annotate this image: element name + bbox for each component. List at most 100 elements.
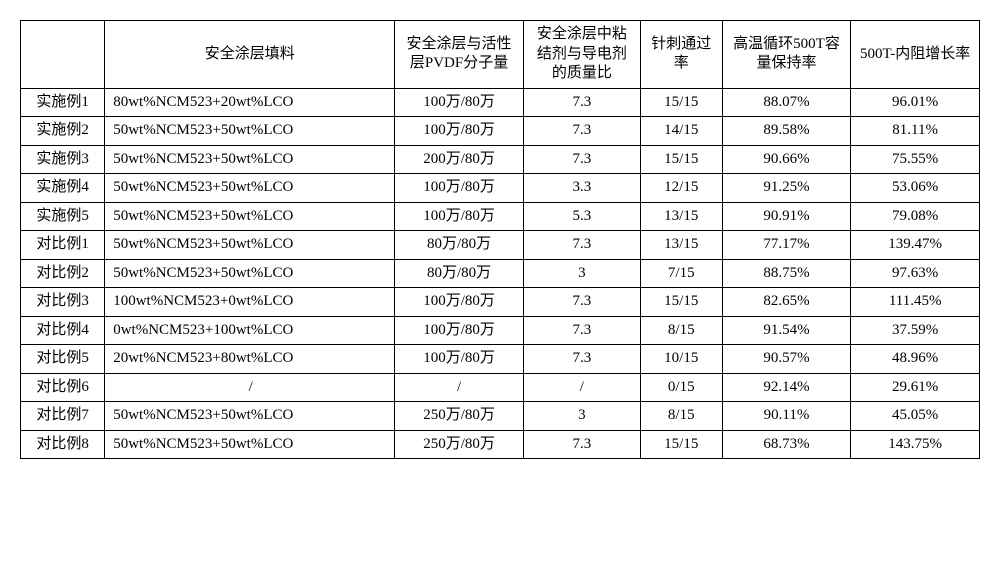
cell-filler: 50wt%NCM523+50wt%LCO	[105, 430, 395, 459]
cell-ir: 79.08%	[851, 202, 980, 231]
header-row: 安全涂层填料 安全涂层与活性层PVDF分子量 安全涂层中粘结剂与导电剂的质量比 …	[21, 21, 980, 89]
cell-cap: 82.65%	[722, 288, 851, 317]
cell-pvdf: 100万/80万	[395, 174, 524, 203]
cell-ratio: 7.3	[523, 88, 640, 117]
cell-label: 实施例4	[21, 174, 105, 203]
cell-filler: 50wt%NCM523+50wt%LCO	[105, 259, 395, 288]
cell-cap: 90.91%	[722, 202, 851, 231]
cell-ir: 143.75%	[851, 430, 980, 459]
table-row: 实施例180wt%NCM523+20wt%LCO100万/80万7.315/15…	[21, 88, 980, 117]
cell-filler: 80wt%NCM523+20wt%LCO	[105, 88, 395, 117]
cell-label: 对比例7	[21, 402, 105, 431]
cell-cap: 88.75%	[722, 259, 851, 288]
table-row: 对比例850wt%NCM523+50wt%LCO250万/80万7.315/15…	[21, 430, 980, 459]
cell-nail: 10/15	[640, 345, 722, 374]
cell-filler: /	[105, 373, 395, 402]
cell-nail: 8/15	[640, 316, 722, 345]
header-pvdf: 安全涂层与活性层PVDF分子量	[395, 21, 524, 89]
cell-filler: 50wt%NCM523+50wt%LCO	[105, 231, 395, 260]
header-cap: 高温循环500T容量保持率	[722, 21, 851, 89]
cell-filler: 50wt%NCM523+50wt%LCO	[105, 145, 395, 174]
cell-filler: 50wt%NCM523+50wt%LCO	[105, 402, 395, 431]
table-row: 对比例6///0/1592.14%29.61%	[21, 373, 980, 402]
header-filler: 安全涂层填料	[105, 21, 395, 89]
table-row: 对比例3100wt%NCM523+0wt%LCO100万/80万7.315/15…	[21, 288, 980, 317]
cell-ir: 45.05%	[851, 402, 980, 431]
cell-ir: 81.11%	[851, 117, 980, 146]
cell-filler: 0wt%NCM523+100wt%LCO	[105, 316, 395, 345]
cell-nail: 0/15	[640, 373, 722, 402]
cell-pvdf: 100万/80万	[395, 345, 524, 374]
cell-nail: 13/15	[640, 202, 722, 231]
cell-pvdf: 100万/80万	[395, 316, 524, 345]
table-row: 实施例550wt%NCM523+50wt%LCO100万/80万5.313/15…	[21, 202, 980, 231]
cell-cap: 90.57%	[722, 345, 851, 374]
cell-nail: 15/15	[640, 145, 722, 174]
cell-label: 实施例3	[21, 145, 105, 174]
cell-nail: 13/15	[640, 231, 722, 260]
table-body: 实施例180wt%NCM523+20wt%LCO100万/80万7.315/15…	[21, 88, 980, 459]
cell-nail: 14/15	[640, 117, 722, 146]
cell-label: 对比例3	[21, 288, 105, 317]
cell-filler: 100wt%NCM523+0wt%LCO	[105, 288, 395, 317]
cell-ratio: /	[523, 373, 640, 402]
cell-ratio: 7.3	[523, 345, 640, 374]
cell-filler: 50wt%NCM523+50wt%LCO	[105, 174, 395, 203]
cell-nail: 12/15	[640, 174, 722, 203]
header-ir: 500T-内阻增长率	[851, 21, 980, 89]
cell-nail: 15/15	[640, 88, 722, 117]
data-table: 安全涂层填料 安全涂层与活性层PVDF分子量 安全涂层中粘结剂与导电剂的质量比 …	[20, 20, 980, 459]
cell-pvdf: 250万/80万	[395, 430, 524, 459]
cell-nail: 15/15	[640, 430, 722, 459]
cell-ratio: 7.3	[523, 316, 640, 345]
table-row: 对比例520wt%NCM523+80wt%LCO100万/80万7.310/15…	[21, 345, 980, 374]
cell-pvdf: /	[395, 373, 524, 402]
cell-filler: 50wt%NCM523+50wt%LCO	[105, 202, 395, 231]
header-label	[21, 21, 105, 89]
cell-ratio: 7.3	[523, 145, 640, 174]
cell-pvdf: 100万/80万	[395, 288, 524, 317]
cell-cap: 91.25%	[722, 174, 851, 203]
cell-ir: 96.01%	[851, 88, 980, 117]
cell-ratio: 3.3	[523, 174, 640, 203]
cell-cap: 92.14%	[722, 373, 851, 402]
cell-pvdf: 80万/80万	[395, 259, 524, 288]
cell-cap: 90.66%	[722, 145, 851, 174]
cell-ir: 75.55%	[851, 145, 980, 174]
cell-cap: 91.54%	[722, 316, 851, 345]
header-ratio: 安全涂层中粘结剂与导电剂的质量比	[523, 21, 640, 89]
cell-pvdf: 100万/80万	[395, 88, 524, 117]
cell-ratio: 7.3	[523, 231, 640, 260]
cell-label: 对比例2	[21, 259, 105, 288]
cell-pvdf: 200万/80万	[395, 145, 524, 174]
table-row: 对比例250wt%NCM523+50wt%LCO80万/80万37/1588.7…	[21, 259, 980, 288]
cell-label: 对比例4	[21, 316, 105, 345]
cell-pvdf: 250万/80万	[395, 402, 524, 431]
cell-ratio: 3	[523, 402, 640, 431]
cell-label: 对比例8	[21, 430, 105, 459]
cell-nail: 7/15	[640, 259, 722, 288]
cell-filler: 20wt%NCM523+80wt%LCO	[105, 345, 395, 374]
cell-pvdf: 100万/80万	[395, 202, 524, 231]
cell-ratio: 5.3	[523, 202, 640, 231]
cell-label: 对比例5	[21, 345, 105, 374]
cell-ratio: 7.3	[523, 430, 640, 459]
cell-label: 对比例6	[21, 373, 105, 402]
cell-cap: 77.17%	[722, 231, 851, 260]
table-row: 实施例250wt%NCM523+50wt%LCO100万/80万7.314/15…	[21, 117, 980, 146]
table-header: 安全涂层填料 安全涂层与活性层PVDF分子量 安全涂层中粘结剂与导电剂的质量比 …	[21, 21, 980, 89]
cell-label: 实施例2	[21, 117, 105, 146]
header-nail: 针刺通过率	[640, 21, 722, 89]
cell-pvdf: 80万/80万	[395, 231, 524, 260]
cell-label: 实施例5	[21, 202, 105, 231]
table-row: 实施例350wt%NCM523+50wt%LCO200万/80万7.315/15…	[21, 145, 980, 174]
cell-nail: 15/15	[640, 288, 722, 317]
cell-ir: 29.61%	[851, 373, 980, 402]
cell-filler: 50wt%NCM523+50wt%LCO	[105, 117, 395, 146]
cell-nail: 8/15	[640, 402, 722, 431]
cell-label: 对比例1	[21, 231, 105, 260]
cell-ir: 97.63%	[851, 259, 980, 288]
cell-pvdf: 100万/80万	[395, 117, 524, 146]
cell-ir: 53.06%	[851, 174, 980, 203]
cell-ir: 48.96%	[851, 345, 980, 374]
